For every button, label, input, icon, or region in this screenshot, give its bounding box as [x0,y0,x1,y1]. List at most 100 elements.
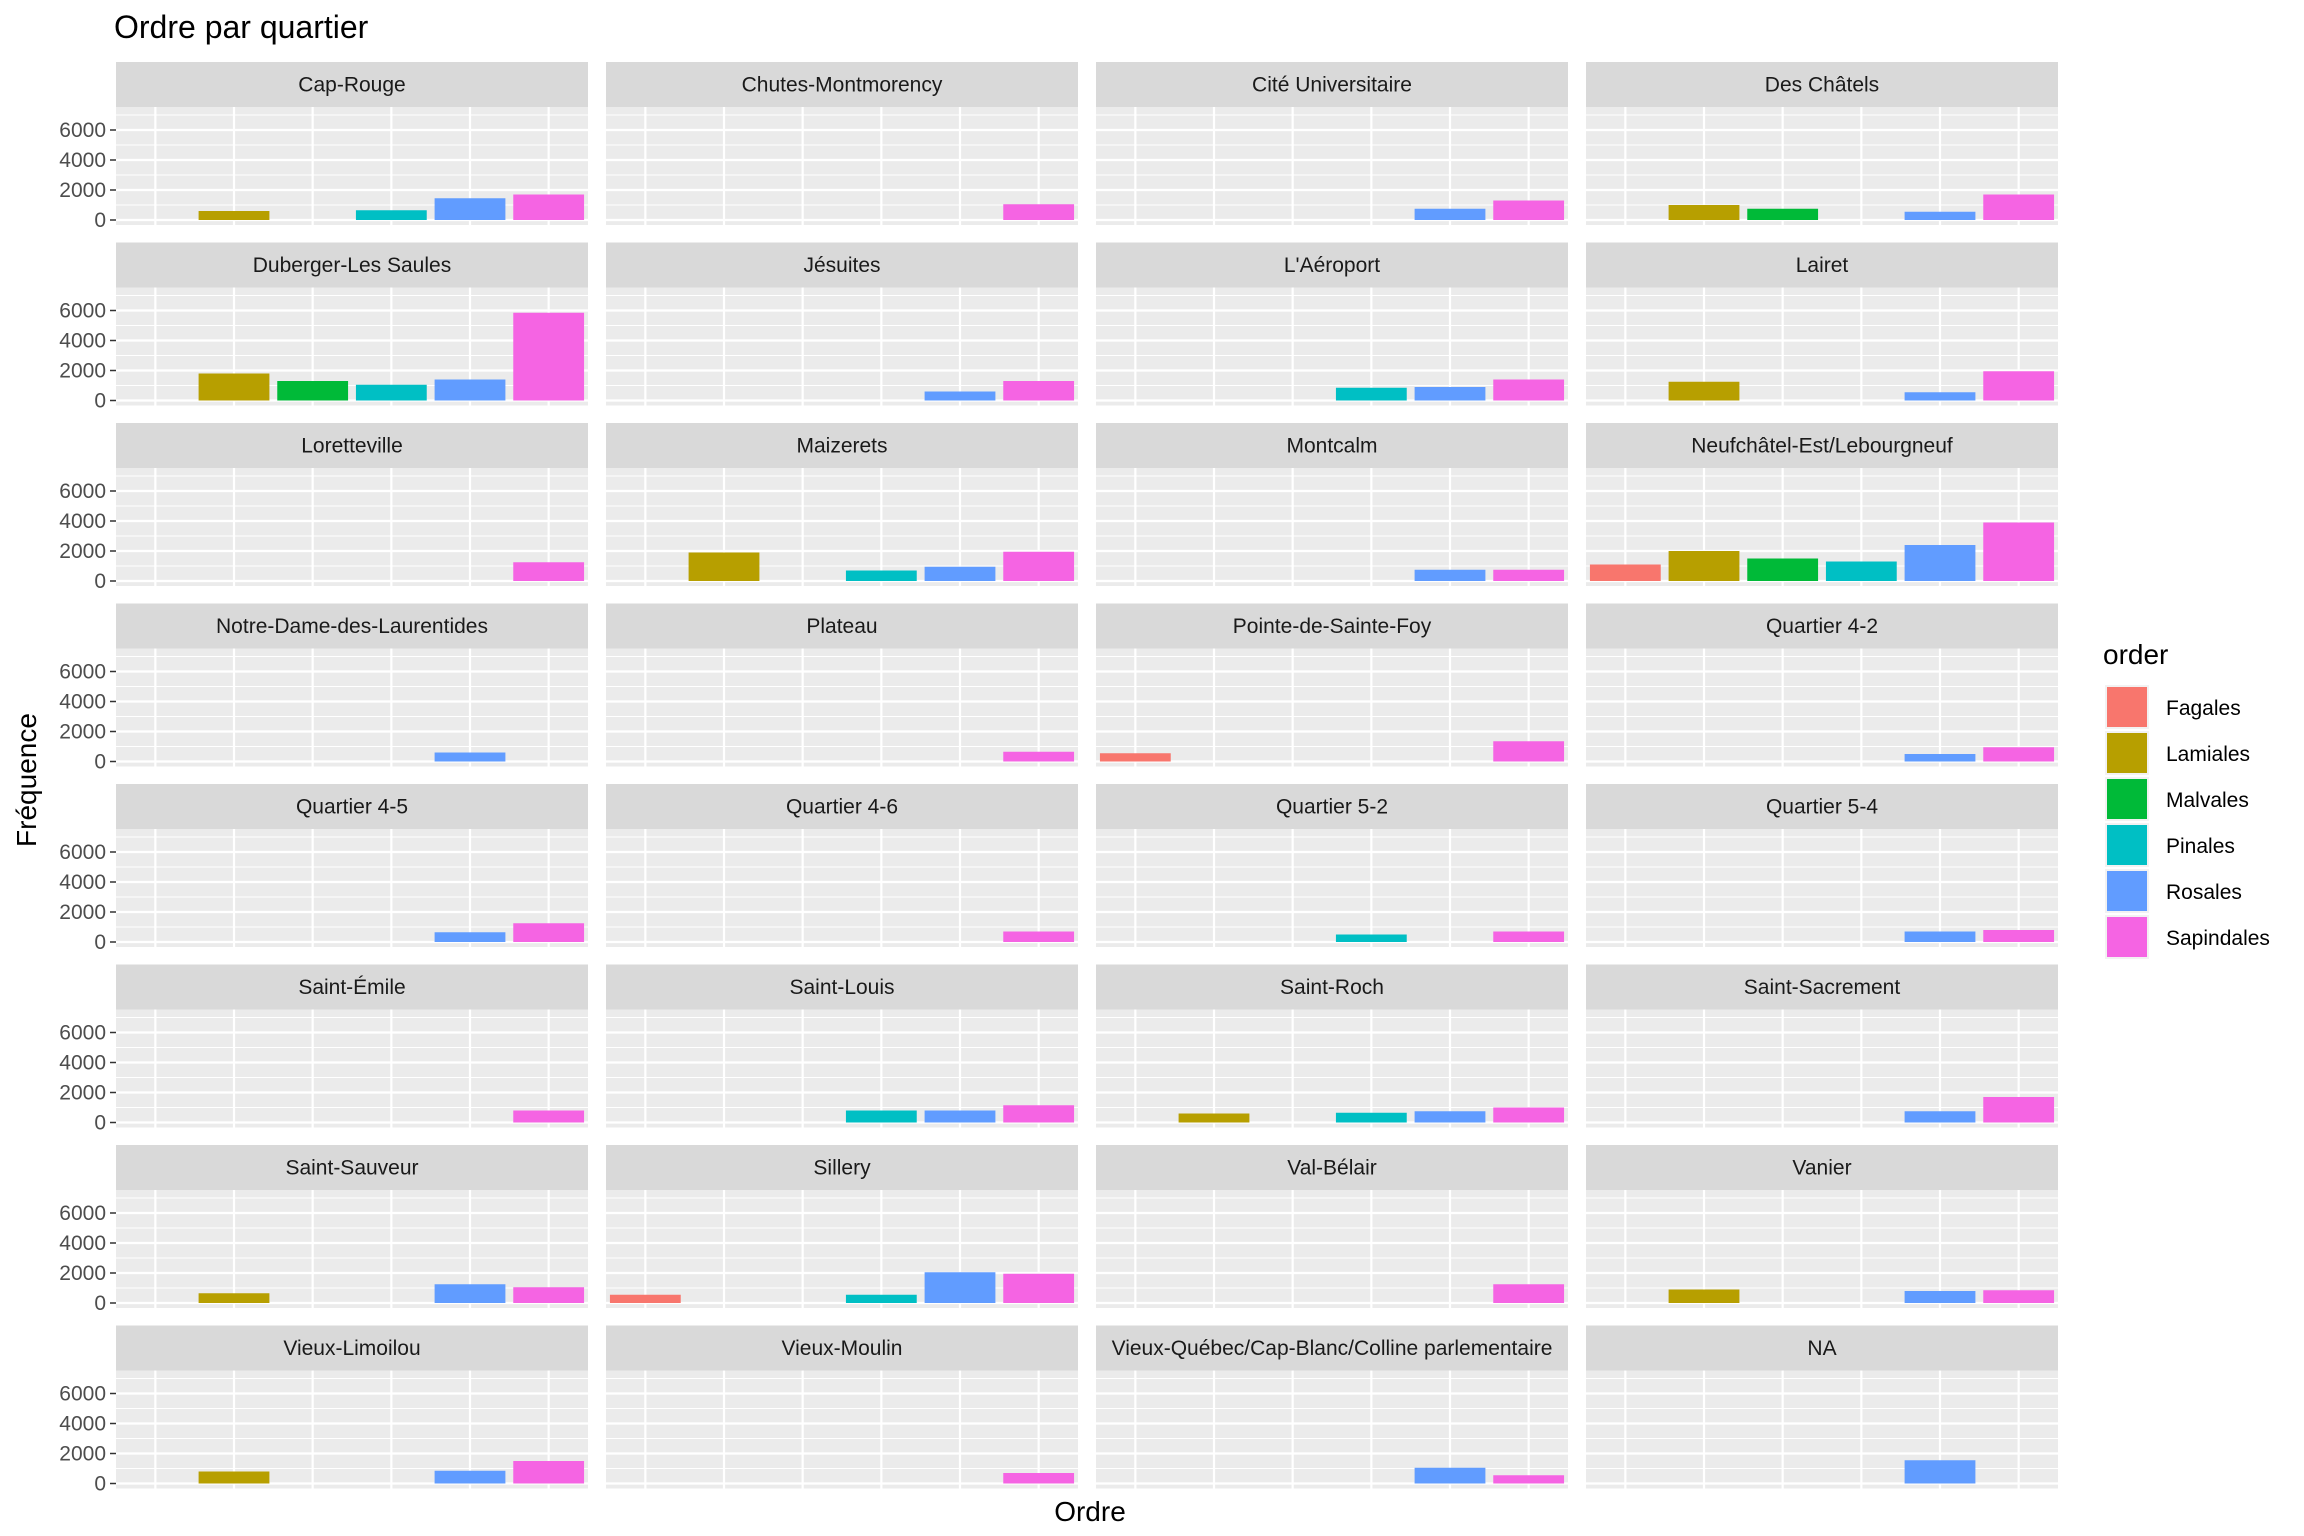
facet-strip-label: Quartier 5-4 [1766,796,1878,819]
facet-strip [1586,62,2058,107]
bar-sapindales [513,312,585,401]
bar-sapindales [1003,751,1075,762]
legend-key-malvales [2107,779,2147,819]
bar-fagales [609,1294,681,1303]
bar-sapindales [1983,1097,2055,1123]
facet-panel: Notre-Dame-des-Laurentides 0 2000 4000 6000 [59,603,588,774]
bar-rosales [924,566,996,581]
facet-strip-label: Quartier 4-2 [1766,615,1878,638]
y-tick-label: 6000 [59,1383,106,1406]
bar-rosales [1904,211,1976,220]
legend-key-lamiales [2107,733,2147,773]
facet-strip-label: Sillery [813,1157,871,1180]
facet-panel: Pointe-de-Sainte-Foy [1096,603,1568,767]
bar-pinales [845,570,917,581]
facet-strip-label: Montcalm [1286,435,1377,458]
facet-strip-label: Quartier 4-5 [296,796,408,819]
bar-sapindales [1493,931,1565,942]
y-tick-label: 6000 [59,841,106,864]
facet-strip [116,964,588,1010]
facet-panel: Saint-Roch [1096,964,1568,1128]
y-tick-label: 0 [94,390,106,413]
bar-sapindales [513,923,585,942]
bar-sapindales [1003,1473,1075,1484]
bar-sapindales [1983,371,2055,401]
y-tick-label: 0 [94,570,106,593]
facet-strip [1586,423,2058,468]
bar-pinales [845,1294,917,1303]
bar-malvales [1747,208,1819,220]
facet-panel: Vanier [1586,1145,2058,1308]
facet-strip-label: Vieux-Québec/Cap-Blanc/Colline parlement… [1112,1337,1553,1360]
facet-strip-label: Neufchâtel-Est/Lebourgneuf [1691,435,1953,458]
facet-panel: Vieux-Québec/Cap-Blanc/Colline parlement… [1096,1325,1568,1489]
bar-sapindales [1493,1475,1565,1484]
panel-background [1096,829,1568,947]
facet-strip-label: NA [1807,1337,1836,1360]
facet-panel: Loretteville 0 2000 4000 6000 [59,423,588,593]
bar-pinales [355,210,427,220]
bar-lamiales [1668,205,1740,220]
bar-rosales [1904,545,1976,581]
facet-strip-label: Cap-Rouge [298,74,405,97]
facet-strip [1586,964,2058,1010]
facet-strip-label: Chutes-Montmorency [742,74,943,97]
bar-lamiales [1178,1113,1250,1123]
bar-sapindales [513,1461,585,1484]
facet-strip [606,242,1078,288]
bar-pinales [355,384,427,401]
bar-lamiales [198,373,270,401]
facet-strip-label: Quartier 5-2 [1276,796,1388,819]
y-tick-label: 2000 [59,1082,106,1105]
facet-strip [606,603,1078,649]
bar-rosales [434,752,506,762]
facet-strip [606,423,1078,468]
facet-panel: NA [1586,1325,2058,1489]
facet-strip [1096,242,1568,288]
bar-sapindales [1003,551,1075,581]
facet-strip [116,242,588,288]
facet-strip [606,1145,1078,1190]
bar-fagales [1589,564,1661,581]
bar-rosales [1904,1291,1976,1303]
facet-strip-label: Val-Bélair [1287,1157,1376,1180]
facet-strip-label: Saint-Sacrement [1744,976,1901,999]
facet-strip [116,62,588,107]
bar-sapindales [1493,1107,1565,1123]
facet-panel: Quartier 5-4 [1586,784,2058,947]
bar-rosales [924,1110,996,1123]
facet-strip-label: Cité Universitaire [1252,74,1412,97]
facet-strip-label: Saint-Sauveur [285,1157,418,1180]
facet-strip-label: Vieux-Moulin [781,1337,902,1360]
y-tick-label: 6000 [59,1022,106,1045]
bar-sapindales [1493,569,1565,581]
bar-rosales [1904,1111,1976,1123]
bar-sapindales [1003,931,1075,942]
facet-panel: Saint-Émile 0 2000 4000 6000 [59,964,588,1135]
y-tick-label: 6000 [59,119,106,142]
facet-strip [1586,242,2058,288]
facet-strip-label: Jésuites [803,254,880,277]
chart-title: Ordre par quartier [114,9,369,45]
y-tick-label: 2000 [59,1262,106,1285]
facet-panel: Saint-Sacrement [1586,964,2058,1128]
facet-panel: Jésuites [606,242,1078,406]
facet-strip-label: Saint-Roch [1280,976,1384,999]
facet-panel: Quartier 4-2 [1586,603,2058,767]
bar-rosales [1904,1460,1976,1484]
facet-strip [1096,784,1568,829]
facet-strip-label: Saint-Louis [789,976,894,999]
facet-strip [1586,603,2058,649]
bar-sapindales [513,194,585,220]
facet-strip-label: L'Aéroport [1284,254,1380,277]
bar-rosales [1904,931,1976,942]
bar-sapindales [1003,381,1075,401]
bar-pinales [1825,561,1897,581]
bar-pinales [1335,1112,1407,1123]
facet-strip [1096,1145,1568,1190]
y-tick-label: 2000 [59,901,106,924]
facet-panel: Plateau [606,603,1078,767]
facet-panel: Quartier 5-2 [1096,784,1568,947]
y-tick-label: 4000 [59,1052,106,1075]
facet-panel: Des Châtels [1586,62,2058,225]
